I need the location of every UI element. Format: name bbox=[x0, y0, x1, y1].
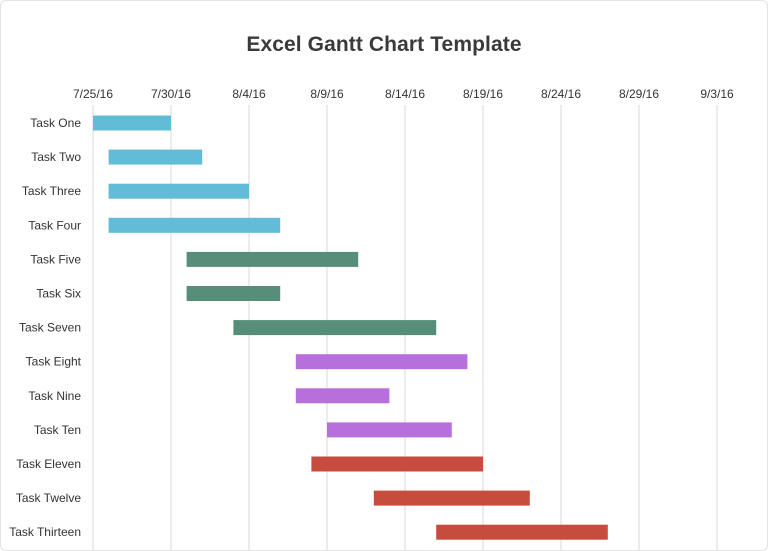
x-tick-label: 8/4/16 bbox=[232, 87, 266, 101]
x-tick-label: 7/30/16 bbox=[151, 87, 191, 101]
x-tick-label: 8/14/16 bbox=[385, 87, 425, 101]
task-label: Task Nine bbox=[28, 389, 81, 403]
task-bar bbox=[295, 354, 468, 370]
x-tick-label: 8/29/16 bbox=[619, 87, 659, 101]
x-tick-label: 8/19/16 bbox=[463, 87, 503, 101]
task-bar bbox=[108, 183, 249, 199]
task-bar bbox=[436, 524, 608, 540]
task-label: Task Thirteen bbox=[9, 525, 81, 539]
task-label: Task Five bbox=[30, 252, 81, 266]
x-tick-label: 7/25/16 bbox=[73, 87, 113, 101]
x-tick-label: 9/3/16 bbox=[700, 87, 734, 101]
task-label: Task Four bbox=[28, 218, 81, 232]
x-tick-label: 8/24/16 bbox=[541, 87, 581, 101]
task-label: Task Three bbox=[22, 184, 81, 198]
task-labels: Task One Task Two Task Three Task Four Task … bbox=[9, 116, 81, 539]
x-axis-ticks: 7/25/16 7/30/16 8/4/16 8/9/16 8/14/16 8/19/16… bbox=[73, 87, 734, 101]
x-tick-label: 8/9/16 bbox=[310, 87, 344, 101]
task-label: Task Seven bbox=[19, 321, 81, 335]
task-label: Task Eight bbox=[26, 355, 82, 369]
task-label: Task Six bbox=[36, 287, 81, 301]
task-bar bbox=[186, 286, 281, 301]
task-label: Task One bbox=[30, 116, 81, 130]
task-bar bbox=[373, 490, 530, 506]
task-label: Task Twelve bbox=[16, 491, 81, 505]
task-bar bbox=[295, 388, 390, 404]
chart-title: Excel Gantt Chart Template bbox=[246, 33, 522, 56]
task-bar bbox=[93, 115, 171, 131]
task-bar bbox=[108, 217, 281, 233]
task-bar bbox=[233, 320, 437, 336]
task-label: Task Two bbox=[31, 150, 81, 164]
task-bar bbox=[186, 251, 359, 267]
task-bar bbox=[311, 456, 483, 472]
task-bar bbox=[327, 422, 452, 438]
task-label: Task Eleven bbox=[16, 457, 81, 471]
task-bars bbox=[93, 115, 608, 540]
task-bar bbox=[108, 149, 203, 165]
task-label: Task Ten bbox=[34, 423, 81, 437]
